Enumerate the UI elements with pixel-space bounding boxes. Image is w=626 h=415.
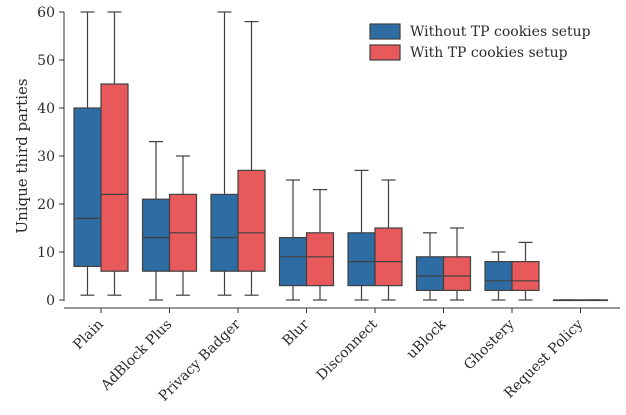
box-without-tp-cookies [73,11,102,296]
y-tick-label: 10 [37,245,55,261]
y-axis: 0 10 20 30 40 50 60 [37,5,65,309]
x-tick-label: AdBlock Plus [97,317,175,395]
box-with-tp-cookies [374,179,403,301]
box-iqr [442,256,472,291]
box-iqr [511,261,540,292]
box-iqr [415,256,445,291]
box-iqr [210,193,239,272]
box-without-tp-cookies [278,179,308,301]
y-tick-label: 20 [37,197,55,213]
x-tick-label: Plain [70,317,107,354]
box-iqr [347,232,376,287]
y-axis-label: Unique third parties [13,78,31,233]
x-tick-label: Blur [279,316,312,349]
y-tick-label: 60 [37,5,55,21]
box-without-tp-cookies [552,299,582,302]
y-tick-label: 50 [37,53,55,69]
legend-label: With TP cookies setup [410,45,568,61]
legend-item: With TP cookies setup [369,44,568,61]
box-iqr [484,261,513,292]
box-with-tp-cookies [579,299,609,302]
box-iqr [278,237,308,287]
box-iqr [73,107,102,267]
x-tick-label: uBlock [404,316,450,362]
box-with-tp-cookies [100,11,129,296]
legend-label: Without TP cookies setup [410,24,591,40]
box-iqr [237,169,266,272]
box-with-tp-cookies [168,155,198,296]
box-with-tp-cookies [511,241,540,301]
y-tick-label: 30 [37,149,55,165]
box-with-tp-cookies [442,227,472,301]
box-without-tp-cookies [415,232,445,301]
box-without-tp-cookies [141,141,171,301]
box-with-tp-cookies [237,21,266,296]
x-tick-label: Ghostery [461,316,518,373]
box-with-tp-cookies [305,189,335,301]
box-iqr [100,83,129,272]
box-without-tp-cookies [347,169,376,301]
x-tick-label: Disconnect [314,316,381,383]
plot-area [73,11,609,302]
box-iqr [374,227,403,287]
legend: Without TP cookies setup With TP cookies … [369,23,591,61]
box-iqr [141,198,171,272]
legend-swatch [369,44,401,61]
legend-item: Without TP cookies setup [369,23,591,40]
box-without-tp-cookies [210,11,239,296]
legend-swatch [369,23,401,40]
y-tick-label: 0 [46,293,55,309]
y-tick-label: 40 [37,101,55,117]
box-iqr [305,232,335,287]
box-without-tp-cookies [484,251,513,301]
